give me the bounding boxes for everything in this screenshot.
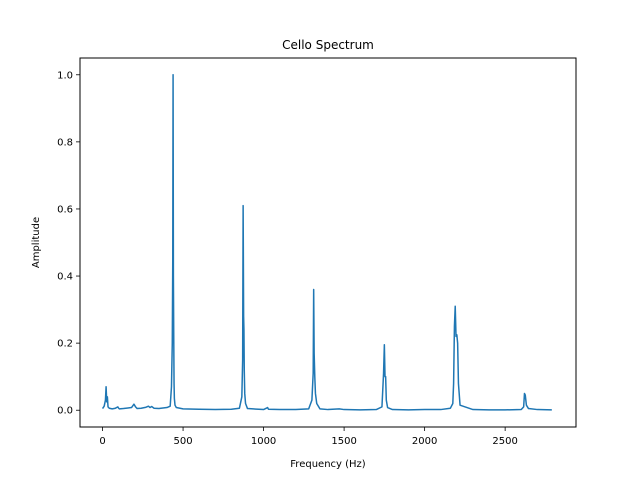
- x-tick-label: 1500: [331, 436, 356, 447]
- y-tick-label: 1.0: [57, 70, 73, 81]
- y-tick-label: 0.2: [57, 339, 73, 350]
- series-line-0: [101, 74, 552, 411]
- x-tick-label: 1000: [251, 436, 276, 447]
- chart-title: Cello Spectrum: [282, 38, 374, 52]
- y-axis-ticks: 0.0 0.2 0.4 0.6 0.8 1.0: [57, 70, 80, 417]
- x-tick-label: 500: [174, 436, 193, 447]
- x-axis-label: Frequency (Hz): [290, 459, 366, 470]
- x-axis-ticks: 0 500 1000 1500 2000 2500: [99, 427, 518, 447]
- y-tick-label: 0.8: [57, 137, 73, 148]
- x-tick-label: 0: [99, 436, 105, 447]
- y-tick-label: 0.6: [57, 204, 73, 215]
- y-tick-label: 0.0: [57, 406, 73, 417]
- y-axis-label: Amplitude: [31, 217, 42, 268]
- x-tick-label: 2000: [412, 436, 437, 447]
- plot-area: [101, 74, 552, 411]
- axes-frame: [79, 57, 577, 428]
- x-tick-label: 2500: [492, 436, 517, 447]
- y-tick-label: 0.4: [57, 272, 73, 283]
